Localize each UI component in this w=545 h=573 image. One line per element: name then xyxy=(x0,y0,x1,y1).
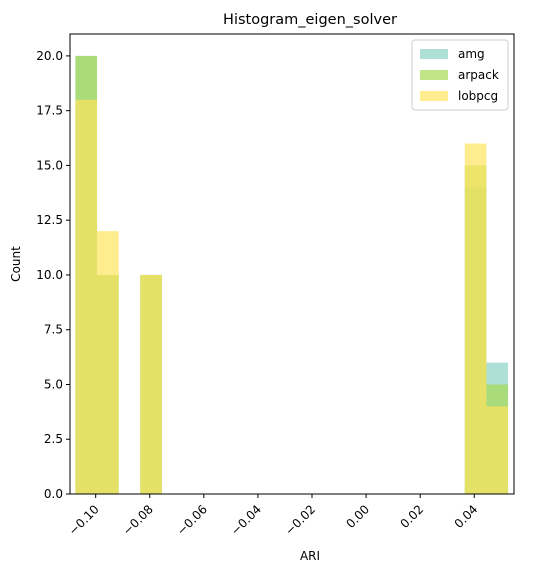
y-tick-label: 10.0 xyxy=(36,268,63,282)
y-tick-label: 0.0 xyxy=(44,487,63,501)
y-tick-label: 2.5 xyxy=(44,432,63,446)
legend-swatch-amg xyxy=(420,49,448,59)
x-tick-label: 0.04 xyxy=(452,502,481,531)
x-tick-label: 0.00 xyxy=(343,502,372,531)
legend-swatch-lobpcg xyxy=(420,91,448,101)
y-tick-label: 7.5 xyxy=(44,323,63,337)
chart-title: Histogram_eigen_solver xyxy=(223,12,397,28)
x-tick-label: 0.02 xyxy=(397,502,426,531)
x-tick-label: −0.10 xyxy=(66,502,102,538)
plot-frame xyxy=(69,33,515,495)
legend-swatch-arpack xyxy=(420,70,448,80)
x-tick-label: −0.04 xyxy=(228,502,264,538)
legend-label-arpack: arpack xyxy=(458,68,499,82)
y-tick-label: 15.0 xyxy=(36,158,63,172)
y-tick-label: 20.0 xyxy=(36,49,63,63)
y-axis-ticks: 0.0 2.5 5.0 7.5 10.0 12.5 15.0 17.5 20.0 xyxy=(36,49,70,501)
bar-lobpcg-1 xyxy=(97,231,119,494)
y-tick-label: 17.5 xyxy=(36,104,63,118)
legend-label-lobpcg: lobpcg xyxy=(458,89,498,103)
x-tick-label: −0.02 xyxy=(282,502,318,538)
bars-group xyxy=(75,55,509,495)
x-axis-ticks: −0.10 −0.08 −0.06 −0.04 −0.02 0.00 0.02 0.04 xyxy=(66,494,480,538)
legend: amg arpack lobpcg xyxy=(411,39,509,111)
y-tick-label: 12.5 xyxy=(36,213,63,227)
x-axis-label: ARI xyxy=(300,549,320,563)
bar-lobpcg-0 xyxy=(75,99,98,495)
y-axis-label: Count xyxy=(9,246,23,282)
bar-lobpcg-2 xyxy=(140,274,162,494)
x-tick-label: −0.08 xyxy=(120,502,156,538)
bar-lobpcg-3 xyxy=(464,143,487,494)
legend-label-amg: amg xyxy=(458,47,485,61)
y-tick-label: 5.0 xyxy=(44,377,63,391)
x-tick-label: −0.06 xyxy=(174,502,210,538)
bar-lobpcg-4 xyxy=(486,406,509,494)
